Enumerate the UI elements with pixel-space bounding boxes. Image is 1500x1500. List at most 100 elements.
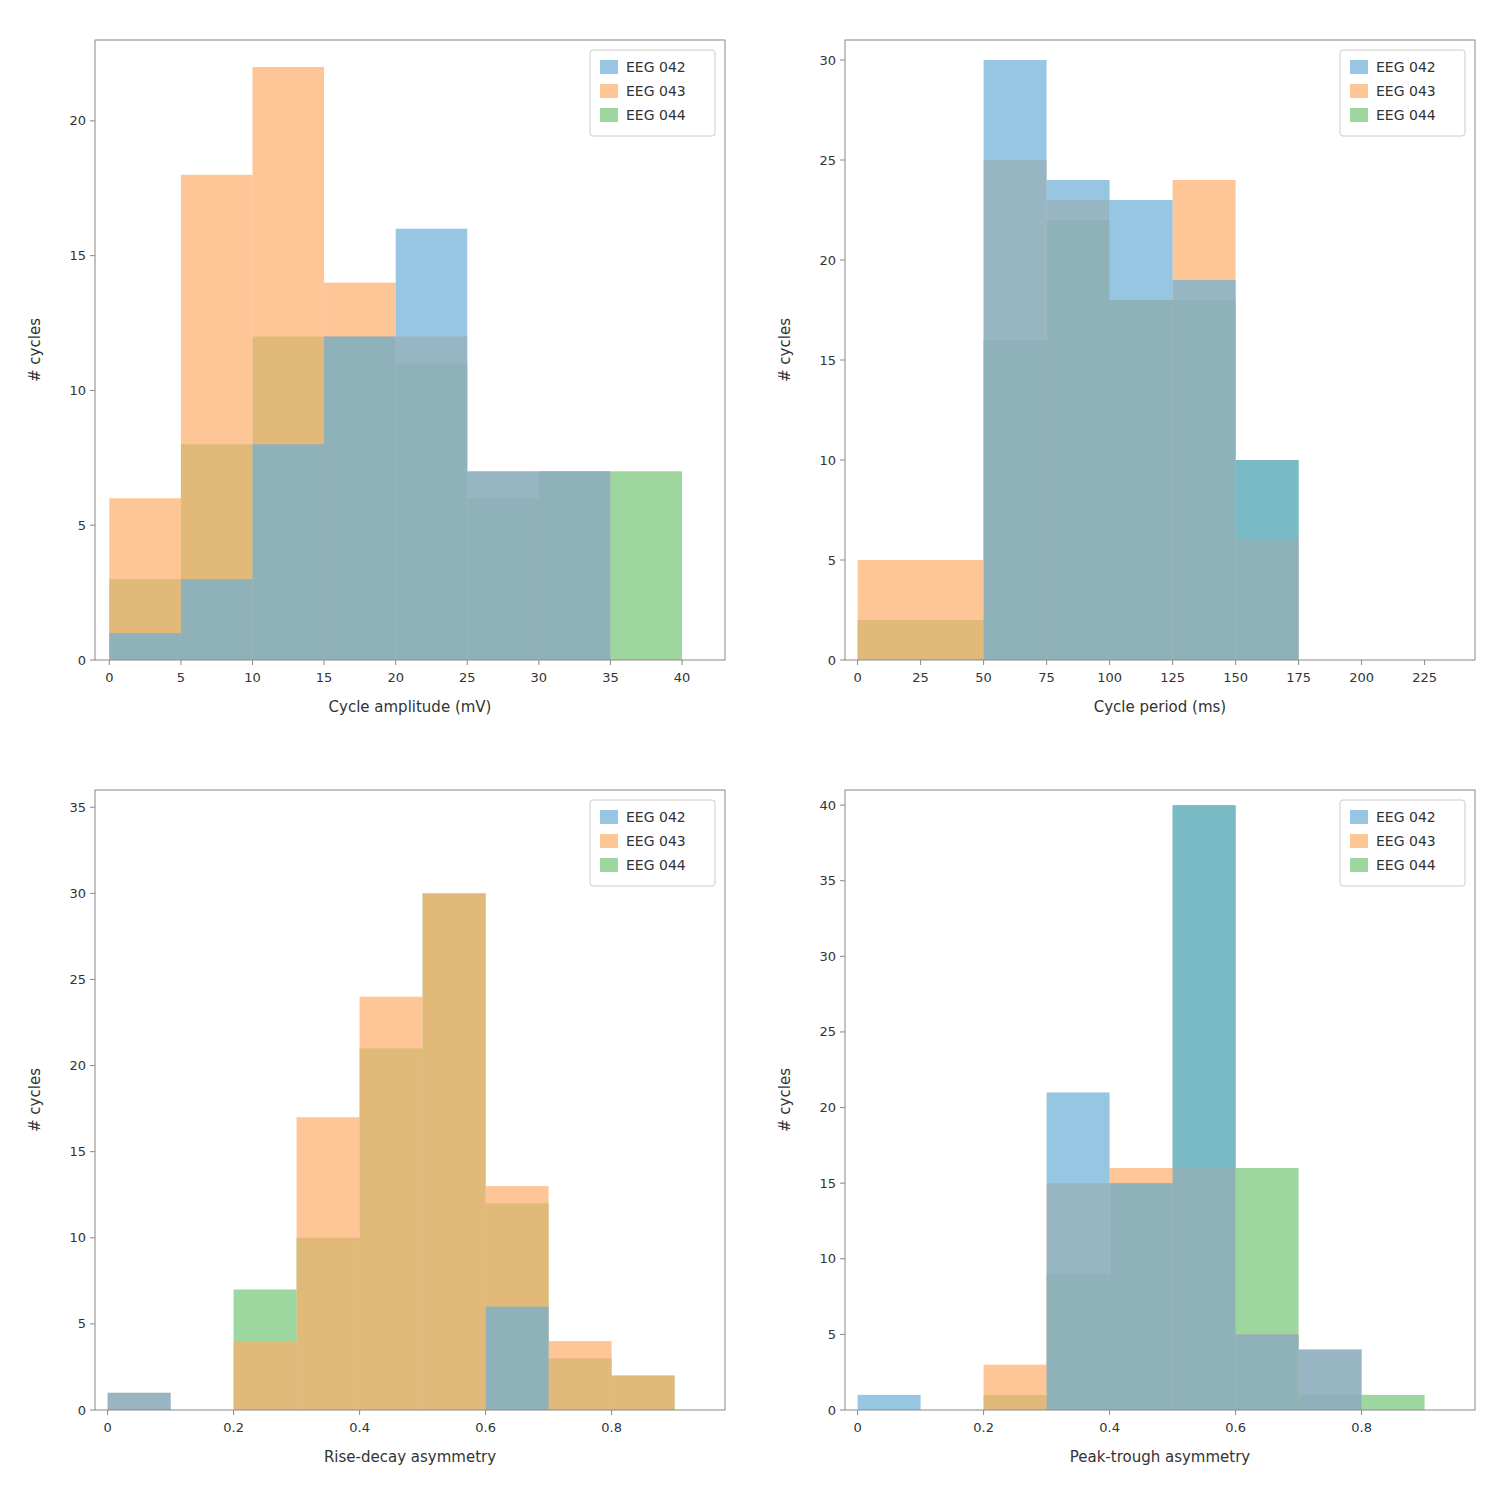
- legend-label: EEG 044: [1376, 107, 1436, 123]
- y-tick-label: 30: [69, 886, 86, 901]
- y-tick-label: 5: [78, 1316, 86, 1331]
- x-tick: [610, 660, 611, 665]
- legend-label: EEG 042: [626, 59, 686, 75]
- x-tick-label: 15: [316, 670, 333, 685]
- y-tick: [90, 1065, 95, 1066]
- histogram-bar: [181, 579, 253, 660]
- histogram-bar: [1110, 1168, 1173, 1410]
- y-tick-label: 0: [78, 1403, 86, 1418]
- histogram-series: [858, 160, 1299, 660]
- histogram-bar: [234, 1289, 297, 1410]
- y-tick: [90, 1237, 95, 1238]
- y-tick: [90, 255, 95, 256]
- x-tick-label: 0.8: [1351, 1420, 1372, 1435]
- x-tick: [107, 1410, 108, 1415]
- y-tick: [840, 160, 845, 161]
- legend-label: EEG 043: [626, 833, 686, 849]
- x-tick: [1424, 660, 1425, 665]
- bars: [858, 60, 1299, 660]
- y-tick: [840, 560, 845, 561]
- y-tick-label: 15: [819, 1176, 836, 1191]
- x-tick-label: 30: [531, 670, 548, 685]
- y-tick: [90, 120, 95, 121]
- y-tick: [840, 360, 845, 361]
- legend-label: EEG 043: [1376, 833, 1436, 849]
- histogram-series: [984, 60, 1299, 660]
- y-tick: [840, 1334, 845, 1335]
- legend-swatch: [1350, 810, 1368, 824]
- x-tick-label: 20: [387, 670, 404, 685]
- histogram-bar: [324, 283, 396, 660]
- y-tick: [840, 60, 845, 61]
- x-tick: [920, 660, 921, 665]
- x-tick-label: 0.6: [1225, 1420, 1246, 1435]
- plot-frame: [845, 790, 1475, 1410]
- legend-label: EEG 042: [1376, 809, 1436, 825]
- x-tick: [1172, 660, 1173, 665]
- x-tick-label: 0: [105, 670, 113, 685]
- histogram-bar: [610, 471, 682, 660]
- y-tick: [840, 1410, 845, 1411]
- x-tick: [857, 1410, 858, 1415]
- histogram-bar: [108, 1393, 171, 1410]
- histogram-bar: [1047, 1092, 1110, 1410]
- x-tick-label: 0.8: [601, 1420, 622, 1435]
- y-tick: [90, 525, 95, 526]
- x-tick-label: 0.2: [223, 1420, 244, 1435]
- y-tick-label: 35: [819, 873, 836, 888]
- bars: [109, 67, 682, 660]
- histogram-bar: [539, 471, 611, 660]
- histogram-bar: [1362, 1395, 1425, 1410]
- histogram-series: [108, 1307, 549, 1410]
- histogram-series: [984, 805, 1425, 1410]
- histogram-bar: [1173, 805, 1236, 1410]
- histogram-bar: [1236, 1168, 1299, 1410]
- y-tick-label: 5: [828, 553, 836, 568]
- legend-box: [1340, 50, 1465, 136]
- y-tick: [840, 956, 845, 957]
- histogram-series: [108, 893, 675, 1410]
- legend-box: [590, 800, 715, 886]
- x-tick-label: 0.2: [973, 1420, 994, 1435]
- histogram-bar: [467, 471, 539, 660]
- histogram-bar: [108, 1393, 171, 1410]
- x-tick-label: 225: [1412, 670, 1437, 685]
- y-tick-label: 15: [69, 248, 86, 263]
- x-tick: [1235, 660, 1236, 665]
- x-tick-label: 0: [103, 1420, 111, 1435]
- histogram-series: [109, 229, 610, 660]
- y-tick-label: 10: [819, 453, 836, 468]
- histogram-bar: [1299, 1350, 1362, 1410]
- histogram-bar: [1173, 180, 1236, 660]
- histogram-bar: [253, 444, 325, 660]
- y-tick-label: 5: [78, 518, 86, 533]
- y-tick: [840, 460, 845, 461]
- x-tick: [1235, 1410, 1236, 1415]
- histogram-bar: [1173, 805, 1236, 1410]
- y-tick: [90, 1151, 95, 1152]
- legend: EEG 042EEG 043EEG 044: [590, 800, 715, 886]
- histogram-bar: [396, 229, 468, 660]
- legend: EEG 042EEG 043EEG 044: [1340, 50, 1465, 136]
- y-tick: [840, 1258, 845, 1259]
- histogram-bar: [1110, 200, 1173, 660]
- x-tick: [538, 660, 539, 665]
- x-tick: [1046, 660, 1047, 665]
- x-axis-label: Cycle period (ms): [1094, 698, 1226, 716]
- y-axis-label: # cycles: [26, 318, 44, 382]
- histogram-bar: [253, 67, 325, 660]
- x-tick: [180, 660, 181, 665]
- bars: [858, 805, 1425, 1410]
- y-axis-label: # cycles: [776, 1068, 794, 1132]
- histogram-bar: [1110, 1183, 1173, 1410]
- histogram-bar: [181, 175, 253, 660]
- legend-swatch: [600, 810, 618, 824]
- histogram-bar: [539, 471, 611, 660]
- x-tick-label: 100: [1097, 670, 1122, 685]
- y-tick-label: 35: [69, 800, 86, 815]
- y-tick: [90, 1410, 95, 1411]
- figure: 051015202530354005101520Cycle amplitude …: [0, 0, 1500, 1500]
- subplot: 00.20.40.60.80510152025303540Peak-trough…: [776, 790, 1475, 1466]
- x-axis-label: Cycle amplitude (mV): [329, 698, 492, 716]
- x-tick: [395, 660, 396, 665]
